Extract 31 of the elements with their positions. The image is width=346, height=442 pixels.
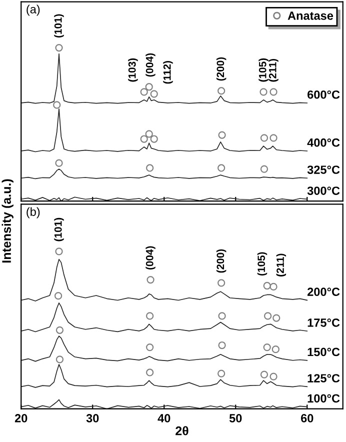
annotation: (101) [54,14,64,38]
y-axis-title: Intensity (a.u.) [2,179,14,263]
x-tick-label: 40 [158,414,170,422]
annotation: (105) [257,252,268,276]
x-tick-label: 60 [301,414,314,422]
annotation: (211) [276,254,286,276]
series-label: 300°C [307,186,340,195]
annotation: (200) [216,57,226,81]
text: (b) [26,207,40,218]
annotation: (004) [146,53,156,77]
x-tick-label: 50 [229,414,242,422]
series-label: 175°C [308,318,340,327]
series-label: 100°C [308,394,340,403]
legend-label: Anatase [288,12,334,20]
x-axis-title: 2θ [176,426,188,436]
annotation: (101) [54,218,64,242]
annotation: (200) [216,249,226,273]
text: (a) [26,4,40,16]
annotation: (004) [146,246,156,270]
series-label: 600°C [308,90,340,99]
annotation: (112) [163,60,173,84]
x-tick-label: 20 [14,414,28,422]
annotation: (211) [268,58,278,82]
series-label: 325°C [307,166,340,174]
series-label: 200°C [307,288,340,296]
annotation: (105) [258,58,268,82]
series-label: 150°C [308,348,340,356]
series-label: 400°C [307,138,340,147]
series-label: 125°C [308,374,340,382]
annotation: (103) [128,58,138,82]
x-tick-label: 30 [86,414,99,422]
